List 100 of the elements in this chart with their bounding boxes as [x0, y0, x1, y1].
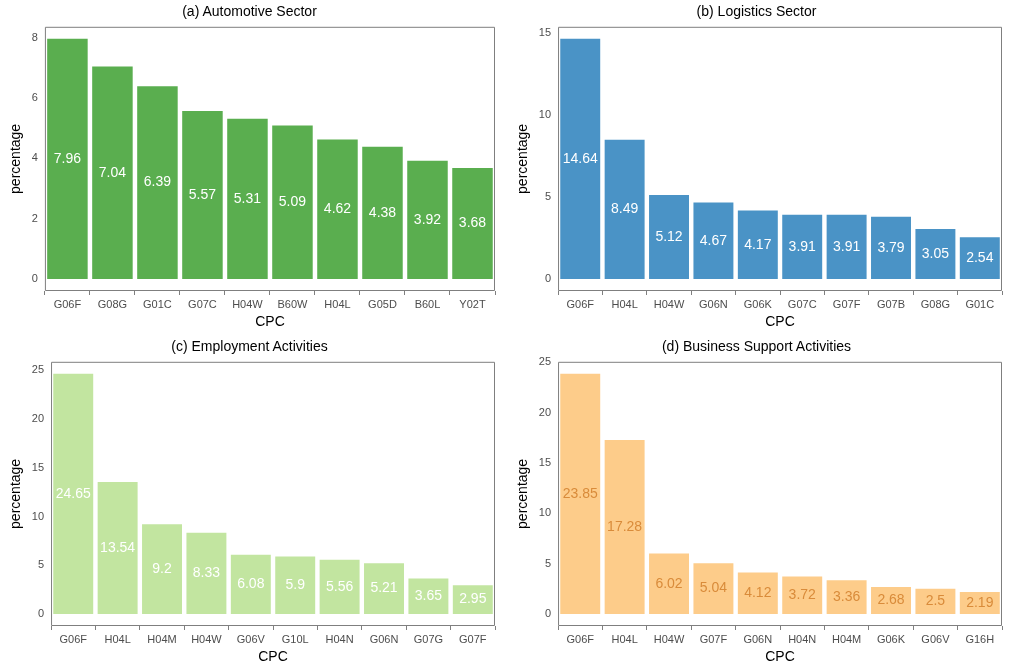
bar [604, 439, 645, 615]
chart-title: (b) Logistics Sector [696, 3, 817, 20]
data-label: 9.2 [152, 560, 172, 577]
bar [227, 118, 268, 279]
bar [275, 556, 316, 615]
data-label: 7.96 [53, 149, 82, 166]
x-tick-label: G07F [832, 297, 861, 310]
bar [560, 373, 601, 615]
data-label: 8.49 [611, 200, 639, 217]
x-tick-label: G01C [143, 297, 172, 310]
bar [782, 214, 823, 280]
y-axis-title: percentage [514, 458, 531, 529]
x-axis-title: CPC [765, 648, 795, 665]
bar [915, 228, 956, 280]
x-tick-label: G07C [188, 297, 217, 310]
bar [53, 373, 94, 615]
y-tick-label: 0 [544, 272, 552, 285]
y-tick-label: 5 [544, 556, 552, 569]
bar [319, 559, 360, 615]
data-label: 3.68 [458, 214, 487, 231]
y-tick-label: 10 [538, 107, 552, 120]
x-tick-label: H04W [653, 632, 685, 645]
y-tick-label: 0 [37, 607, 45, 620]
x-tick-label: G06K [876, 632, 906, 645]
bar [272, 125, 313, 279]
bar [693, 202, 734, 280]
data-label: 4.67 [699, 231, 728, 248]
y-tick-label: 20 [31, 412, 45, 425]
bar [137, 86, 178, 279]
x-tick-label: G06F [59, 632, 88, 645]
data-label: 23.85 [562, 484, 598, 501]
y-tick-label: 0 [544, 607, 552, 620]
y-tick-label: 8 [31, 30, 38, 43]
bar [362, 146, 403, 279]
x-tick-label: G07G [413, 632, 444, 645]
data-label: 3.91 [788, 237, 817, 254]
data-label: 6.39 [143, 173, 172, 190]
data-label: 4.38 [368, 203, 397, 220]
x-tick-label: H04M [147, 632, 177, 645]
data-label: 2.68 [877, 591, 905, 608]
bar [408, 578, 449, 615]
data-label: 2.54 [966, 249, 994, 266]
x-tick-label: H04W [191, 632, 223, 645]
data-label: 6.08 [237, 575, 265, 592]
bar [317, 139, 358, 279]
bar [142, 524, 183, 615]
x-tick-label: H04M [831, 632, 862, 645]
y-tick-label: 4 [31, 151, 38, 164]
bar [737, 572, 778, 615]
chart-title: (c) Employment Activities [171, 338, 328, 355]
bar [186, 532, 227, 615]
bar [826, 214, 867, 280]
data-label: 5.21 [370, 579, 398, 596]
y-axis-title: percentage [7, 458, 24, 529]
y-tick-label: 6 [31, 91, 38, 104]
x-tick-label: G07B [876, 297, 906, 310]
data-label: 4.17 [744, 235, 772, 252]
x-tick-label: G06F [53, 297, 82, 310]
x-tick-label: H04L [611, 297, 638, 310]
data-label: 8.33 [192, 564, 221, 581]
x-axis-title: CPC [765, 313, 795, 330]
data-label: 4.12 [744, 584, 772, 601]
y-tick-label: 2 [31, 211, 38, 224]
data-label: 3.05 [921, 244, 950, 261]
chart-title: (a) Automotive Sector [182, 3, 318, 20]
bar [230, 554, 271, 615]
data-label: 17.28 [607, 517, 643, 534]
bar [47, 38, 88, 279]
bar [737, 210, 778, 280]
x-tick-label: G01C [965, 297, 995, 310]
x-tick-label: G08G [97, 297, 128, 310]
x-tick-label: B60L [414, 297, 441, 310]
x-tick-label: H04L [324, 297, 351, 310]
data-label: 2.95 [459, 590, 487, 607]
data-label: 4.62 [323, 200, 352, 217]
y-tick-label: 15 [538, 455, 552, 468]
data-label: 5.56 [325, 577, 354, 594]
y-tick-label: 0 [31, 271, 38, 284]
y-tick-label: 25 [31, 363, 45, 376]
x-tick-label: G06F [566, 632, 595, 645]
data-label: 3.65 [414, 587, 443, 604]
y-tick-label: 10 [31, 509, 45, 522]
data-label: 3.92 [413, 210, 442, 227]
x-tick-label: G06V [921, 632, 951, 645]
bar [871, 216, 911, 280]
x-tick-label: H04W [653, 297, 685, 310]
bar [915, 588, 956, 615]
data-label: 3.36 [832, 587, 861, 604]
bar [92, 66, 133, 279]
y-tick-label: 10 [538, 506, 552, 519]
data-label: 3.79 [877, 238, 905, 255]
x-tick-label: G07F [699, 632, 728, 645]
x-tick-label: G06F [566, 297, 595, 310]
bar [649, 195, 690, 280]
data-label: 13.54 [100, 538, 136, 555]
bar [182, 110, 223, 279]
x-axis-title: CPC [258, 648, 288, 665]
bar [959, 237, 1000, 280]
x-tick-label: G07C [787, 297, 817, 310]
x-tick-label: G06K [743, 297, 773, 310]
